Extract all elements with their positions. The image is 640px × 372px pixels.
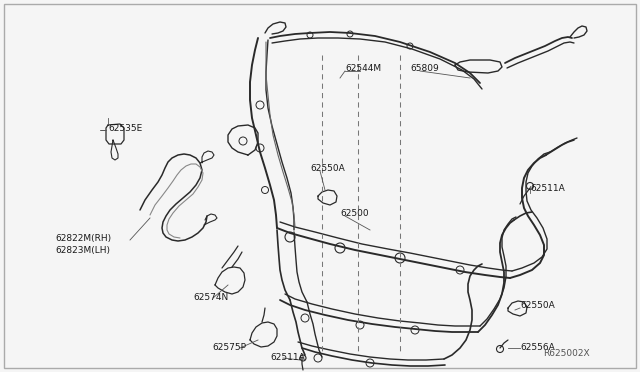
Text: 62556A: 62556A (520, 343, 555, 353)
Text: 62511A: 62511A (270, 353, 305, 362)
Text: 62574N: 62574N (193, 294, 228, 302)
Text: 62822M(RH): 62822M(RH) (55, 234, 111, 243)
Text: 62500: 62500 (340, 208, 369, 218)
Text: 62550A: 62550A (310, 164, 345, 173)
Text: 62575P: 62575P (212, 343, 246, 353)
Ellipse shape (300, 355, 306, 361)
Text: 62544M: 62544M (345, 64, 381, 73)
Text: 62550A: 62550A (520, 301, 555, 310)
Text: 62823M(LH): 62823M(LH) (55, 246, 110, 254)
Text: 65809: 65809 (410, 64, 439, 73)
Text: R625002X: R625002X (543, 349, 590, 358)
Text: 62535E: 62535E (108, 124, 142, 132)
Text: 62511A: 62511A (530, 183, 564, 192)
